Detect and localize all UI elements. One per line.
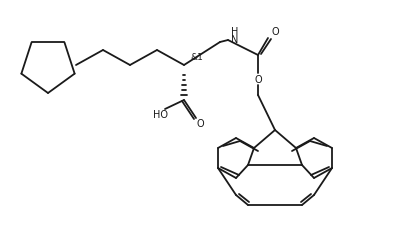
Text: N: N — [231, 35, 239, 45]
Text: HO: HO — [153, 110, 168, 120]
Text: &1: &1 — [190, 52, 203, 61]
Text: O: O — [196, 119, 204, 129]
Text: O: O — [254, 75, 262, 85]
Text: H: H — [231, 27, 239, 37]
Text: O: O — [271, 27, 279, 37]
